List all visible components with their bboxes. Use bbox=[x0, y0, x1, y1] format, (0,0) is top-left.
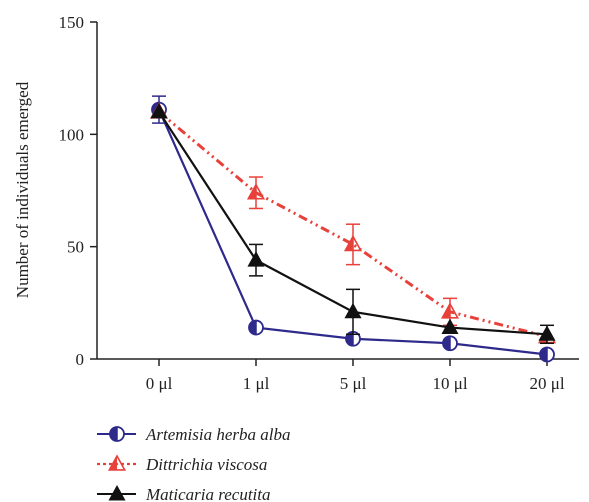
marker-shape bbox=[344, 302, 362, 319]
data-point bbox=[247, 251, 265, 267]
data-point bbox=[343, 234, 363, 252]
x-tick-label: 1 μl bbox=[243, 374, 270, 393]
data-point bbox=[344, 302, 362, 319]
data-point bbox=[246, 183, 266, 200]
legend-label: Dittrichia viscosa bbox=[145, 455, 267, 474]
x-tick-label: 5 μl bbox=[340, 374, 367, 393]
data-point bbox=[539, 346, 555, 363]
data-point bbox=[248, 319, 264, 336]
marker-shape bbox=[441, 318, 459, 335]
marker-shape bbox=[150, 102, 168, 119]
marker-shape bbox=[538, 325, 556, 341]
data-point bbox=[441, 318, 459, 335]
legend-item: Maticaria recutita bbox=[97, 484, 271, 502]
y-tick-label: 150 bbox=[59, 13, 85, 32]
data-point bbox=[442, 335, 458, 352]
data-point bbox=[440, 302, 460, 319]
x-tick-label: 20 μl bbox=[529, 374, 564, 393]
y-tick-label: 0 bbox=[76, 350, 85, 369]
data-point bbox=[150, 102, 168, 119]
legend-label: Artemisia herba alba bbox=[145, 425, 291, 444]
marker-outline bbox=[440, 302, 460, 319]
legend-label: Maticaria recutita bbox=[145, 485, 271, 502]
x-tick-label: 0 μl bbox=[146, 374, 173, 393]
marker-fill bbox=[110, 427, 117, 441]
x-ticks: 0 μl 1 μl 5 μl 10 μl 20 μl bbox=[146, 359, 565, 393]
marker-fill bbox=[346, 331, 353, 346]
marker-fill bbox=[540, 347, 547, 362]
axes bbox=[96, 22, 579, 360]
marker-shape bbox=[247, 251, 265, 267]
marker-outline bbox=[107, 454, 127, 471]
y-tick-label: 50 bbox=[67, 238, 84, 257]
series-maticaria-recutita bbox=[150, 102, 556, 345]
legend: Artemisia herba alba Dittrichia viscosa Ma… bbox=[97, 425, 291, 502]
marker-fill bbox=[443, 336, 450, 351]
legend-item: Dittrichia viscosa bbox=[97, 454, 267, 474]
marker-fill bbox=[249, 320, 256, 335]
legend-marker bbox=[107, 454, 127, 471]
marker-outline bbox=[246, 183, 266, 200]
y-tick-label: 100 bbox=[59, 125, 85, 144]
data-point bbox=[538, 325, 556, 341]
series-layer bbox=[149, 95, 557, 363]
legend-marker bbox=[109, 426, 125, 442]
y-ticks: 0 50 100 150 bbox=[59, 13, 97, 369]
y-axis-title: Number of individuals emerged bbox=[13, 81, 32, 298]
marker-outline bbox=[343, 234, 363, 252]
legend-item: Artemisia herba alba bbox=[97, 425, 291, 444]
marker-shape bbox=[108, 484, 126, 501]
legend-marker bbox=[108, 484, 126, 501]
x-tick-label: 10 μl bbox=[432, 374, 467, 393]
